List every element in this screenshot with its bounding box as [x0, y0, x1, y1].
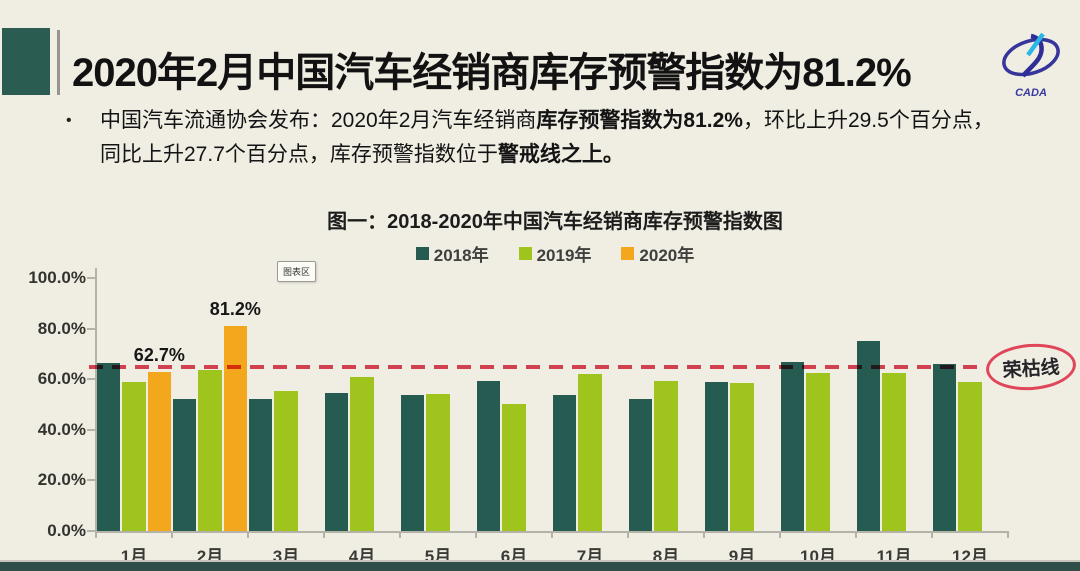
x-tick-mark — [931, 531, 933, 538]
data-label-62.7%: 62.7% — [133, 345, 185, 366]
x-tick-mark — [171, 531, 173, 538]
bar-2019年-7月 — [578, 373, 602, 531]
bottom-divider-line — [0, 560, 1080, 562]
x-tick-mark — [855, 531, 857, 538]
y-tick-0.0%: 0.0% — [47, 521, 86, 540]
bar-2018年-10月 — [781, 361, 805, 531]
bar-2018年-9月 — [705, 381, 729, 531]
legend-swatch-2018 — [415, 247, 429, 260]
bar-2018年-11月 — [857, 341, 881, 531]
bar-2018年-5月 — [401, 395, 425, 531]
bar-2019年-8月 — [654, 380, 678, 531]
warning-line-label: 荣枯线 — [1001, 356, 1061, 382]
bullet-paragraph: 中国汽车流通协会发布：2020年2月汽车经销商库存预警指数为81.2%，环比上升… — [100, 104, 994, 172]
legend-item-2020: 2020年 — [621, 241, 694, 266]
x-tick-mark — [779, 531, 781, 538]
y-tick-mark — [87, 378, 95, 381]
legend-swatch-2020 — [621, 247, 635, 260]
bar-2020年-2月 — [223, 325, 247, 531]
y-tick-mark — [87, 530, 95, 532]
bar-2019年-3月 — [274, 391, 298, 531]
cada-logo-icon: CADA — [1002, 32, 1060, 99]
bar-2019年-10月 — [806, 373, 830, 531]
bar-2018年-6月 — [477, 381, 501, 531]
bar-2018年-2月 — [173, 398, 197, 531]
bullet-line-1: 中国汽车流通协会发布：2020年2月汽车经销商库存预警指数为81.2%，环比上升… — [100, 109, 994, 132]
x-tick-mark — [399, 531, 401, 538]
bar-2018年-3月 — [249, 399, 273, 531]
y-axis — [95, 268, 97, 533]
legend-swatch-2019 — [518, 247, 532, 260]
y-tick-80.0%: 80.0% — [37, 318, 86, 338]
bar-2019年-12月 — [958, 381, 982, 531]
x-tick-mark — [703, 531, 705, 538]
x-tick-mark — [475, 531, 477, 538]
y-tick-60.0%: 60.0% — [37, 369, 86, 389]
legend-item-2019: 2019年 — [518, 241, 591, 266]
bar-2018年-12月 — [933, 363, 957, 531]
x-tick-mark — [323, 531, 325, 538]
chart-area-tooltip[interactable]: 图表区 — [277, 261, 316, 282]
y-tick-100.0%: 100.0% — [28, 268, 86, 287]
title-divider — [57, 30, 60, 95]
bar-2019年-11月 — [882, 372, 906, 531]
bar-2019年-6月 — [502, 403, 526, 531]
bullet-marker: • — [66, 112, 72, 129]
x-tick-mark — [551, 531, 553, 538]
bar-2019年-9月 — [730, 382, 754, 531]
x-tick-mark — [627, 531, 629, 538]
data-label-81.2%: 81.2% — [209, 298, 261, 319]
bar-2018年-7月 — [553, 394, 577, 531]
x-tick-mark — [95, 531, 97, 538]
legend-item-2018: 2018年 — [415, 241, 489, 266]
bar-2018年-1月 — [97, 362, 121, 531]
x-tick-mark — [247, 531, 249, 538]
bar-2019年-2月 — [198, 370, 222, 531]
y-tick-mark — [87, 277, 95, 279]
title-accent-block — [2, 28, 50, 95]
y-tick-mark — [87, 428, 95, 431]
y-tick-mark — [87, 479, 95, 482]
bullet-line-2: 同比上升27.7个百分点，库存预警指数位于警戒线之上。 — [100, 143, 624, 166]
plot-area: 62.7% 81.2% — [96, 278, 1008, 531]
chart-legend: 2018年 2019年 2020年 — [0, 241, 1080, 266]
y-tick-20.0%: 20.0% — [37, 470, 86, 490]
page-title: 2020年2月中国汽车经销商库存预警指数为81.2% — [72, 51, 912, 95]
bar-2019年-4月 — [350, 376, 374, 531]
bar-2018年-4月 — [325, 392, 349, 531]
warning-threshold-line — [89, 364, 986, 369]
bottom-accent-strip — [0, 562, 1080, 571]
y-tick-mark — [87, 327, 95, 330]
y-tick-40.0%: 40.0% — [37, 419, 86, 439]
chart-title: 图一：2018-2020年中国汽车经销商库存预警指数图 — [327, 211, 783, 233]
cada-logo-text: CADA — [1015, 87, 1047, 99]
bar-2019年-5月 — [426, 394, 450, 531]
x-tick-mark — [1007, 531, 1009, 538]
bar-2019年-1月 — [122, 381, 146, 531]
bar-2018年-8月 — [629, 398, 653, 531]
bar-2020年-1月 — [147, 372, 171, 531]
